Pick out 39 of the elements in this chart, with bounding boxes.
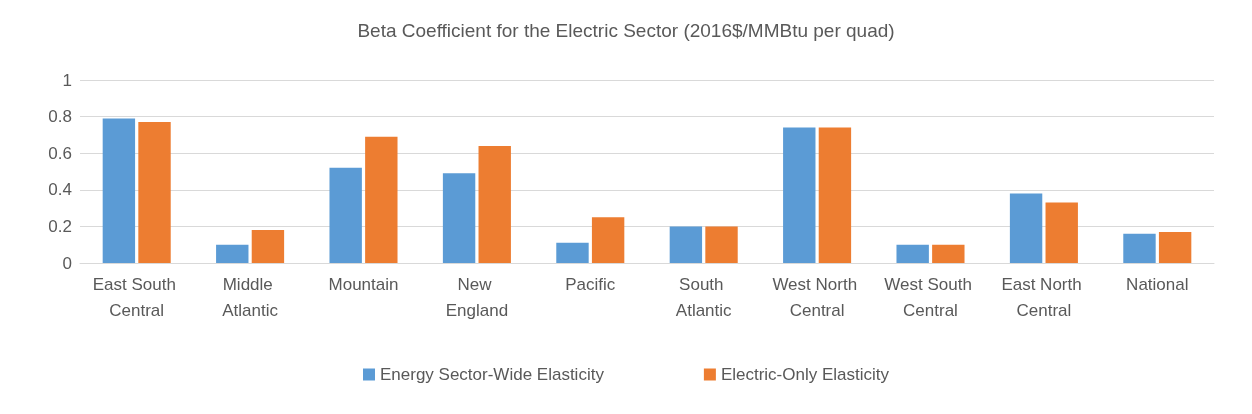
bar xyxy=(818,127,852,263)
bar xyxy=(478,145,511,263)
y-tick-label: 1 xyxy=(62,70,72,90)
bar xyxy=(329,167,362,263)
x-tick-label: New England xyxy=(445,274,509,320)
bar xyxy=(783,127,816,263)
x-tick-label: East South Central xyxy=(92,274,181,320)
x-tick-label: Mountain xyxy=(328,274,399,294)
legend-label: Electric-Only Elasticity xyxy=(720,365,890,384)
y-tick-label: 0.8 xyxy=(48,107,72,127)
y-tick-label: 0 xyxy=(62,253,72,273)
bar xyxy=(705,226,738,263)
x-tick-label: West South Central xyxy=(884,274,977,320)
bar xyxy=(216,244,249,263)
legend-label: Energy Sector-Wide Elasticity xyxy=(379,365,605,384)
bar xyxy=(251,230,285,263)
x-tick-label: West North Central xyxy=(772,274,862,320)
bar xyxy=(932,244,965,263)
x-tick-label: South Atlantic xyxy=(675,274,733,320)
bar xyxy=(365,136,398,263)
bar xyxy=(442,173,476,263)
bar xyxy=(591,217,625,263)
y-tick-label: 0.2 xyxy=(48,216,72,236)
y-tick-label: 0.4 xyxy=(48,180,72,200)
x-tick-label: Pacific xyxy=(565,274,616,294)
bar xyxy=(1009,193,1043,263)
bar xyxy=(1123,233,1156,263)
x-tick-label: Middle Atlantic xyxy=(222,274,279,320)
chart-title: Beta Coefficient for the Electric Sector (2016$/MMBtu per quad) xyxy=(357,20,895,41)
bar xyxy=(102,118,136,263)
x-tick-label: National xyxy=(1126,274,1189,294)
y-tick-label: 0.6 xyxy=(48,143,72,163)
bar xyxy=(138,122,171,263)
bar xyxy=(669,226,703,263)
bar xyxy=(896,244,929,263)
bar xyxy=(1158,231,1192,263)
bar xyxy=(556,242,589,263)
x-tick-label: East North Central xyxy=(1001,274,1087,320)
bar xyxy=(1045,202,1078,263)
